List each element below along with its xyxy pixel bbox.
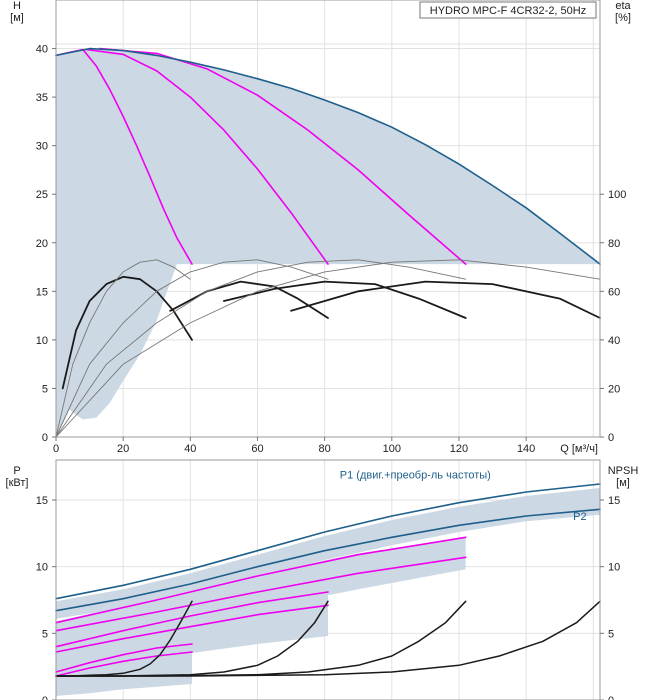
magenta-curve (55, 651, 193, 677)
bottom-panel: 0 5 10 15 0 5 10 15 P[кВт] NPSH[м] P1 (двиг.+пр… (6, 459, 639, 700)
magenta-curve (55, 643, 193, 673)
y-tick-label: 30 (36, 141, 48, 153)
chart-title: HYDRO MPC-F 4CR32-2, 50Hz (430, 5, 586, 17)
magenta-curve (85, 48, 329, 265)
x-tick-label: 40 (184, 443, 196, 455)
envelope-curve (55, 508, 601, 612)
x-tick-label: 60 (251, 443, 263, 455)
y2-axis-label: [м] (616, 477, 630, 489)
y2-tick-label: 0 (608, 432, 614, 444)
y2-axis-label: [%] (615, 12, 631, 24)
y-tick-label: 35 (36, 92, 48, 104)
x-tick-label: 100 (383, 443, 401, 455)
y-axis-label: [м] (10, 12, 24, 24)
operating-range-area (56, 537, 466, 655)
curve-annotation: P1 (двиг.+преобр-ль частоты) (340, 470, 491, 482)
y-axis-label: H (13, 0, 21, 12)
bottom-y-ticks: 0 5 10 15 (36, 495, 56, 700)
eta_thin-curve (55, 259, 329, 438)
eta-curve (222, 280, 467, 319)
magenta-curve (98, 47, 467, 265)
y2-tick-label: 100 (608, 189, 626, 201)
y-tick-label: 0 (42, 695, 48, 700)
x-tick-label: 120 (450, 443, 468, 455)
chart-title-box: HYDRO MPC-F 4CR32-2, 50Hz (419, 1, 597, 19)
top-x-ticks: 0 20 40 60 80 100 120 140 (53, 437, 535, 455)
title-box-frame (419, 1, 597, 19)
y-tick-label: 15 (36, 286, 48, 298)
bottom-axis-labels: P[кВт] NPSH[м] (6, 465, 639, 489)
magenta-curve (55, 604, 329, 653)
bottom-curves (55, 483, 601, 677)
top-areas (56, 48, 600, 437)
y-tick-label: 5 (42, 628, 48, 640)
x-tick-label: 80 (319, 443, 331, 455)
y2-tick-label: 0 (608, 695, 614, 700)
y-tick-label: 0 (42, 432, 48, 444)
npsh-curve (55, 600, 601, 677)
y-tick-label: 25 (36, 189, 48, 201)
top-axis-labels: H[м] eta[%] Q [м³/ч] (10, 0, 631, 455)
bottom-areas (56, 488, 600, 696)
eta-curve (61, 275, 193, 390)
y-tick-label: 15 (36, 495, 48, 507)
x-tick-label: 20 (117, 443, 129, 455)
magenta-curve (55, 536, 467, 624)
magenta-curve (55, 556, 467, 632)
operating-range-area (56, 488, 600, 619)
x-tick-label: 0 (53, 443, 59, 455)
y-tick-label: 20 (36, 238, 48, 250)
envelope-curve (55, 47, 601, 265)
top-panel: 0 5 10 15 20 25 30 35 40 0 20 40 60 80 100 0 20 40 60 80 1… (10, 0, 632, 455)
eta_thin-curve (55, 259, 601, 438)
y2-tick-label: 15 (608, 495, 620, 507)
y2-tick-label: 60 (608, 286, 620, 298)
eta-curve (169, 280, 329, 319)
bottom-y2-ticks: 0 5 10 15 (600, 495, 620, 700)
y2-tick-label: 5 (608, 628, 614, 640)
top-y-ticks: 0 5 10 15 20 25 30 35 40 (36, 44, 56, 444)
curve-annotation: P2 (573, 511, 586, 523)
envelope-curve (55, 483, 601, 600)
x-axis-label: Q [м³/ч] (560, 443, 598, 455)
y-axis-label: P (13, 465, 20, 477)
operating-range-area (56, 48, 600, 437)
eta_thin-curve (55, 259, 191, 438)
eta_thin-curve (55, 259, 467, 438)
operating-range-area (56, 590, 328, 674)
bottom-annotations: P1 (двиг.+преобр-ль частоты) P2 (340, 470, 587, 523)
magenta-curve (55, 591, 329, 648)
y2-tick-label: 10 (608, 562, 620, 574)
y2-tick-label: 20 (608, 383, 620, 395)
y-tick-label: 10 (36, 562, 48, 574)
top-curves (55, 47, 601, 438)
y2-axis-label: eta (615, 0, 631, 12)
y-axis-label: [кВт] (6, 477, 29, 489)
y2-tick-label: 80 (608, 238, 620, 250)
top-plot-frame (55, 0, 601, 438)
y2-axis-label: NPSH (608, 465, 639, 477)
bottom-plot-frame (55, 459, 601, 700)
x-tick-label: 140 (517, 443, 535, 455)
top-y2-ticks: 0 20 40 60 80 100 (600, 189, 626, 444)
y-tick-label: 5 (42, 383, 48, 395)
y-tick-label: 10 (36, 335, 48, 347)
y-tick-label: 40 (36, 44, 48, 56)
y2-tick-label: 40 (608, 335, 620, 347)
eta-curve (290, 280, 601, 319)
